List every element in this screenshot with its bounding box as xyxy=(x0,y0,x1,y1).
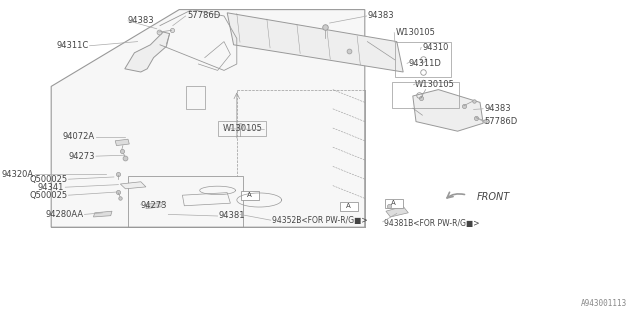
Text: 94381B<FOR PW-R/G■>: 94381B<FOR PW-R/G■> xyxy=(384,219,479,228)
Polygon shape xyxy=(125,32,170,72)
Bar xyxy=(241,191,259,200)
Text: 94320A: 94320A xyxy=(2,170,34,179)
Text: W130105: W130105 xyxy=(396,28,435,37)
Text: FRONT: FRONT xyxy=(477,192,510,202)
Bar xyxy=(392,82,459,108)
Bar xyxy=(385,199,403,208)
Text: 94383: 94383 xyxy=(128,16,155,25)
Text: W130105: W130105 xyxy=(223,124,262,133)
Text: 94352B<FOR PW-R/G■>: 94352B<FOR PW-R/G■> xyxy=(272,216,367,225)
Text: 57786D: 57786D xyxy=(187,12,220,20)
Text: 94273: 94273 xyxy=(68,152,95,161)
Text: 94273: 94273 xyxy=(141,201,167,210)
Polygon shape xyxy=(51,10,365,227)
Polygon shape xyxy=(120,182,146,189)
Text: 94310: 94310 xyxy=(422,43,449,52)
Text: 94383: 94383 xyxy=(484,104,511,113)
Text: 94381: 94381 xyxy=(219,212,245,220)
Text: 94280AA: 94280AA xyxy=(45,210,83,219)
Polygon shape xyxy=(93,211,112,217)
Text: 94311D: 94311D xyxy=(408,59,441,68)
Text: A943001113: A943001113 xyxy=(581,299,627,308)
Bar xyxy=(340,202,358,211)
Bar xyxy=(395,42,451,77)
Text: A: A xyxy=(391,200,396,206)
Text: A: A xyxy=(247,192,252,198)
Text: 94072A: 94072A xyxy=(63,132,95,141)
Text: W130105: W130105 xyxy=(415,80,454,89)
Text: Q500025: Q500025 xyxy=(29,191,67,200)
Polygon shape xyxy=(115,139,129,146)
Text: A: A xyxy=(346,204,351,209)
Bar xyxy=(218,121,266,136)
Polygon shape xyxy=(413,90,483,131)
Text: 94383: 94383 xyxy=(368,12,395,20)
Text: 57786D: 57786D xyxy=(484,117,518,126)
Text: 94341: 94341 xyxy=(38,183,64,192)
Polygon shape xyxy=(386,206,408,217)
Text: Q500025: Q500025 xyxy=(29,175,67,184)
Text: 94311C: 94311C xyxy=(56,41,88,50)
Polygon shape xyxy=(146,202,163,209)
Polygon shape xyxy=(227,13,403,72)
